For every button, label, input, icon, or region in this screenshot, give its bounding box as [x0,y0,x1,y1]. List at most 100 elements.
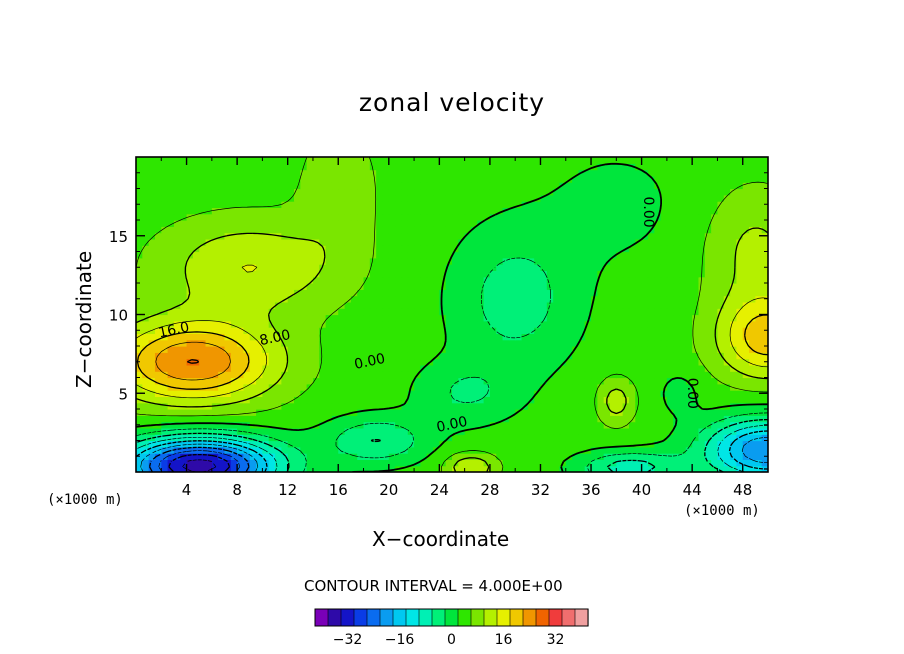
field-cell [306,415,314,423]
field-cell [180,257,188,265]
field-cell [243,465,251,472]
field-cell [546,194,554,202]
field-cell [559,175,567,183]
field-cell [641,320,649,328]
field-cell [407,283,415,290]
field-cell [268,245,276,253]
field-cell [635,346,643,353]
field-cell [363,264,371,271]
field-cell [559,283,567,290]
field-cell [452,390,459,397]
field-cell [218,207,226,215]
field-cell [534,308,542,316]
field-cell [294,465,301,472]
field-cell [527,194,535,202]
field-cell [470,352,478,360]
field-cell [452,440,459,448]
field-cell [477,352,485,360]
field-cell [496,226,504,234]
field-cell [161,339,169,347]
field-cell [426,415,434,423]
field-cell [331,276,339,284]
field-cell [534,459,542,467]
field-cell [218,245,226,253]
field-cell [192,188,200,196]
field-cell [685,465,693,472]
field-cell [666,440,674,448]
field-cell [363,213,371,221]
field-cell [439,295,447,303]
field-cell [647,264,655,271]
field-cell [730,238,737,246]
field-cell [249,163,257,171]
field-cell [224,289,232,297]
field-cell [742,465,750,472]
field-cell [211,396,219,404]
field-cell [730,163,737,171]
field-cell [591,245,598,253]
field-cell [205,175,213,183]
field-cell [294,440,301,448]
field-cell [218,175,226,183]
field-cell [679,213,687,221]
field-cell [458,459,466,467]
field-cell [338,301,346,309]
field-cell [717,157,725,164]
field-cell [173,220,181,227]
field-cell [464,257,472,265]
field-cell [521,371,529,379]
field-cell [704,238,712,246]
field-cell [711,175,719,183]
field-cell [521,358,529,366]
field-cell [249,213,257,221]
field-cell [534,409,542,416]
field-cell [553,163,561,171]
field-cell [692,465,700,472]
field-cell [312,352,320,360]
field-cell [211,371,219,379]
field-cell [704,352,712,360]
field-cell [635,251,643,259]
field-cell [685,201,693,208]
field-cell [407,220,415,227]
field-cell [749,453,756,460]
field-cell [736,245,744,253]
field-cell [148,383,156,391]
field-cell [433,396,440,404]
field-cell [294,415,301,423]
field-cell [319,213,327,221]
field-cell [237,238,245,246]
field-cell [553,213,561,221]
field-cell [521,295,529,303]
field-cell [717,434,725,442]
field-cell [325,453,333,460]
field-cell [388,276,396,284]
field-cell [161,283,169,290]
field-cell [167,295,175,303]
field-cell [742,194,750,202]
field-cell [679,396,687,404]
field-cell [622,175,630,183]
field-cell [211,188,219,196]
field-cell [723,377,731,385]
field-cell [565,377,573,385]
field-cell [730,283,737,290]
field-cell [154,327,162,334]
field-cell [243,175,251,183]
field-cell [136,194,143,202]
field-cell [673,308,681,316]
field-cell [717,188,725,196]
field-cell [692,446,700,454]
field-cell [256,270,263,278]
field-cell [173,226,181,234]
field-cell [641,295,649,303]
field-cell [755,276,763,284]
field-cell [559,169,567,177]
field-cell [515,245,523,253]
field-cell [660,333,668,341]
field-cell [527,226,535,234]
field-cell [433,434,440,442]
field-cell [433,238,440,246]
field-cell [685,295,693,303]
field-cell [641,415,649,423]
